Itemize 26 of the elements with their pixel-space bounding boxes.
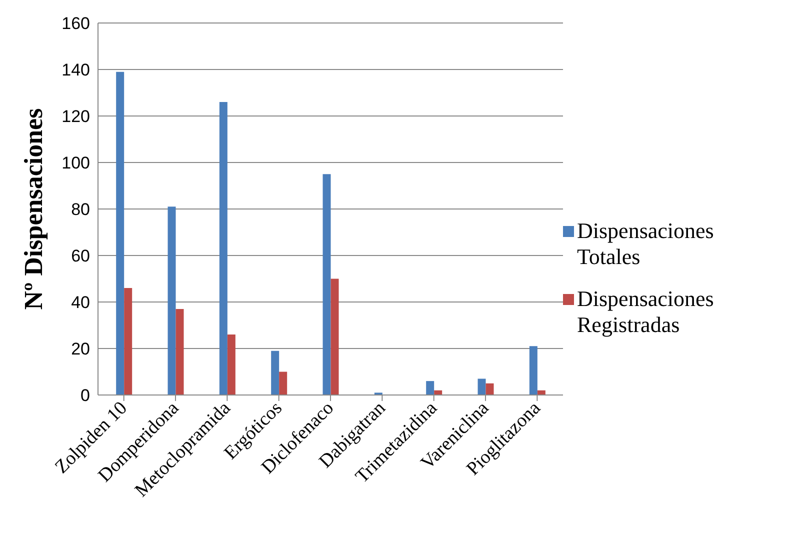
- bar: [279, 372, 288, 395]
- y-tick-label: 140: [62, 60, 90, 80]
- bar: [227, 334, 236, 395]
- y-tick-label: 160: [62, 14, 90, 34]
- bar: [322, 174, 331, 395]
- y-tick-label: 100: [62, 154, 90, 173]
- bar: [271, 350, 280, 395]
- bar: [116, 72, 124, 395]
- legend-label: Dispensaciones Totales: [577, 218, 715, 270]
- y-axis-title: Nº Dispensaciones: [19, 108, 48, 310]
- bar: [168, 206, 176, 395]
- bar: [426, 381, 434, 395]
- bar: [219, 102, 228, 395]
- bar: [176, 308, 184, 395]
- y-tick-label: 40: [71, 293, 90, 312]
- legend-label: Dispensaciones Registradas: [577, 286, 715, 338]
- bar: [478, 378, 486, 395]
- y-tick-label: 20: [71, 340, 90, 359]
- bar: [486, 383, 494, 395]
- bar: [529, 346, 538, 395]
- y-tick-label: 80: [71, 200, 90, 220]
- bar: [330, 278, 339, 395]
- y-tick-label: 120: [62, 107, 90, 126]
- bar: [124, 288, 132, 395]
- y-tick-label: 0: [80, 386, 90, 406]
- y-tick-label: 60: [71, 246, 90, 266]
